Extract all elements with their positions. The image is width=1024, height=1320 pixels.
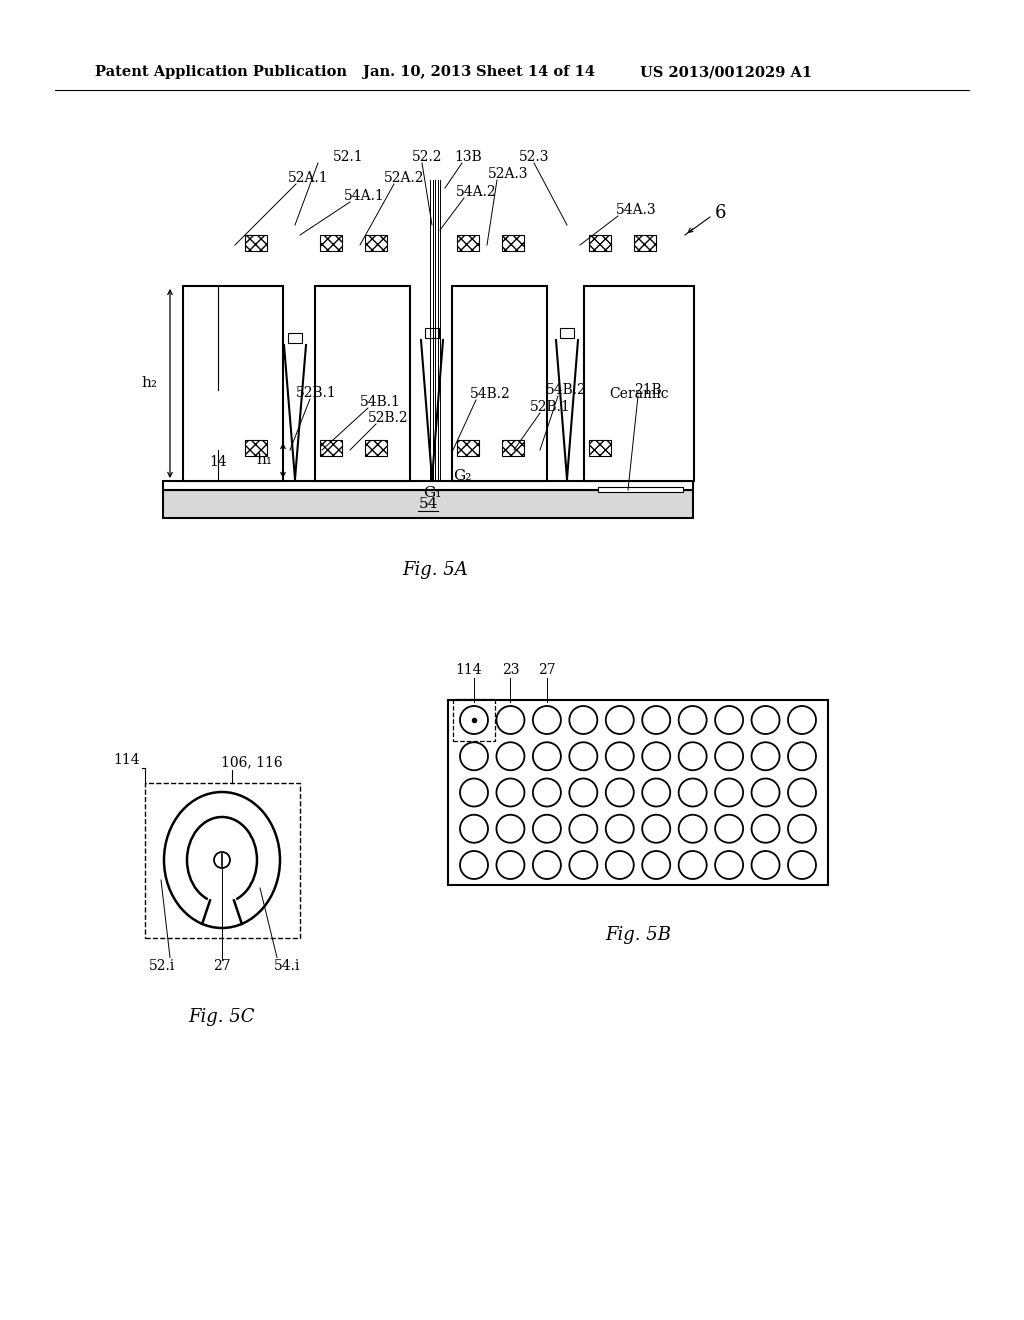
Text: 21B: 21B <box>634 383 662 397</box>
Bar <box>589 440 611 455</box>
Text: Ceramic: Ceramic <box>609 387 669 400</box>
Bar <box>144 783 299 937</box>
Text: 52.1: 52.1 <box>333 150 364 164</box>
Bar <box>634 235 656 251</box>
Bar <box>425 327 439 338</box>
Bar <box>457 235 479 251</box>
Wedge shape <box>202 891 243 920</box>
Text: 114: 114 <box>456 663 482 677</box>
Text: 54: 54 <box>419 498 437 511</box>
Text: Jan. 10, 2013: Jan. 10, 2013 <box>362 65 471 79</box>
Bar <box>245 440 267 455</box>
Text: US 2013/0012029 A1: US 2013/0012029 A1 <box>640 65 812 79</box>
Bar <box>183 286 283 480</box>
Bar <box>319 440 342 455</box>
Bar <box>453 700 495 741</box>
Text: 54.i: 54.i <box>273 958 300 973</box>
Text: 13B: 13B <box>454 150 482 164</box>
Text: Fig. 5A: Fig. 5A <box>402 561 468 579</box>
Text: 52.2: 52.2 <box>412 150 442 164</box>
Bar <box>589 235 611 251</box>
Text: 52B.1: 52B.1 <box>529 400 570 414</box>
Text: 54B.1: 54B.1 <box>359 395 400 409</box>
Text: 14: 14 <box>209 455 227 469</box>
Text: 114: 114 <box>113 754 139 767</box>
Bar <box>163 490 693 517</box>
Text: Fig. 5C: Fig. 5C <box>188 1008 255 1027</box>
Bar <box>584 286 694 480</box>
Text: 27: 27 <box>213 958 230 973</box>
Bar <box>502 235 524 251</box>
Text: 23: 23 <box>502 663 519 677</box>
Bar <box>598 487 683 492</box>
Text: 54B.2: 54B.2 <box>470 387 510 401</box>
Text: Sheet 14 of 14: Sheet 14 of 14 <box>476 65 595 79</box>
Text: Fig. 5B: Fig. 5B <box>605 927 671 944</box>
Text: 54A.2: 54A.2 <box>456 185 497 199</box>
Text: h₁: h₁ <box>256 453 272 467</box>
Bar <box>319 235 342 251</box>
Bar <box>315 286 410 480</box>
Bar <box>365 235 387 251</box>
Text: 106, 116: 106, 116 <box>221 755 283 770</box>
Text: 52B.1: 52B.1 <box>296 385 336 400</box>
Text: 52.i: 52.i <box>148 958 175 973</box>
Bar <box>457 440 479 455</box>
Bar <box>449 700 828 884</box>
Text: 54A.3: 54A.3 <box>615 203 656 216</box>
Text: 54B.2: 54B.2 <box>546 383 587 397</box>
Text: 52A.2: 52A.2 <box>384 172 424 185</box>
Text: 52B.2: 52B.2 <box>368 411 409 425</box>
Bar <box>502 440 524 455</box>
Text: 6: 6 <box>715 205 726 222</box>
Text: 27: 27 <box>538 663 556 677</box>
Text: G₂: G₂ <box>453 469 471 483</box>
Bar <box>288 333 302 343</box>
Text: 52.3: 52.3 <box>519 150 549 164</box>
Bar <box>245 235 267 251</box>
Bar <box>365 440 387 455</box>
Text: 52A.3: 52A.3 <box>487 168 528 181</box>
Bar <box>163 480 693 490</box>
Text: h₂: h₂ <box>141 376 157 389</box>
Bar <box>560 327 574 338</box>
Text: 54A.1: 54A.1 <box>344 189 384 203</box>
Text: Patent Application Publication: Patent Application Publication <box>95 65 347 79</box>
Bar <box>452 286 547 480</box>
Text: 52A.1: 52A.1 <box>288 172 329 185</box>
Text: G₁: G₁ <box>423 486 441 500</box>
